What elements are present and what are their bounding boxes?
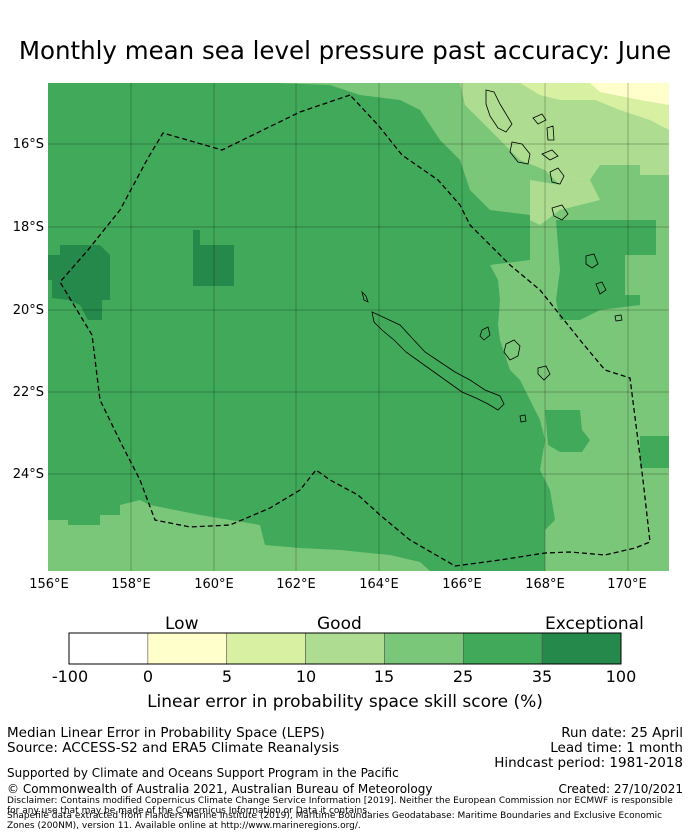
islands	[361, 89, 623, 423]
tick-label: 5	[221, 667, 233, 686]
tick-label: -100	[51, 667, 89, 686]
field-dark-green-center	[193, 230, 234, 286]
island-small-1	[519, 414, 527, 423]
lead-time: Lead time: 1 month	[550, 740, 683, 756]
island-loyalty-2	[503, 339, 521, 361]
colorbar-title: Linear error in probability space skill …	[147, 692, 543, 712]
category-good: Good	[317, 614, 362, 634]
colorbar	[68, 632, 622, 665]
lon-label-170e: 170°E	[607, 577, 647, 592]
island-vanuatu-tanna	[585, 253, 599, 269]
island-loyalty-1	[479, 326, 491, 341]
source-text: Source: ACCESS-S2 and ERA5 Climate Reana…	[7, 740, 340, 756]
island-vanuatu-espiritu	[485, 89, 513, 133]
lat-label-24s: 24°S	[12, 467, 44, 482]
island-vanuatu-4	[541, 149, 559, 161]
field-green-far-east	[640, 436, 669, 468]
skill-field	[48, 83, 669, 571]
lon-label-158e: 158°E	[111, 577, 151, 592]
tick-label: 10	[295, 667, 317, 686]
support-text: Supported by Climate and Oceans Support …	[7, 766, 399, 780]
hindcast-period: Hindcast period: 1981-2018	[494, 755, 683, 771]
field-green-east-patch	[556, 220, 656, 320]
island-belep	[361, 290, 369, 303]
eez-boundary	[59, 94, 651, 567]
field-green-se-patch	[545, 410, 590, 452]
colorbar-swatch	[147, 632, 228, 665]
field-mid-green-south	[48, 500, 430, 571]
page-title: Monthly mean sea level pressure past acc…	[18, 36, 672, 65]
run-date: Run date: 25 April	[561, 725, 683, 741]
colorbar-swatch	[68, 632, 149, 665]
island-vanuatu-malekula	[509, 141, 531, 165]
tick-label: 0	[142, 667, 154, 686]
island-vanuatu-erromango	[551, 204, 569, 221]
lon-label-160e: 160°E	[194, 577, 234, 592]
field-dark-green-west	[48, 245, 110, 320]
island-vanuatu-aneityum	[595, 281, 607, 295]
tick-label: 15	[373, 667, 395, 686]
colorbar-swatch	[226, 632, 306, 665]
category-exceptional: Exceptional	[545, 614, 644, 634]
colorbar-frame	[68, 632, 622, 665]
island-vanuatu-3	[546, 125, 555, 141]
colorbar-swatch	[305, 632, 385, 665]
shapefile-text: Shapefile data extracted from Flanders M…	[7, 811, 663, 831]
field-light-green-east	[530, 180, 600, 225]
method-text: Median Linear Error in Probability Space…	[7, 725, 325, 741]
island-vanuatu-2	[532, 113, 547, 125]
lon-label-166e: 166°E	[442, 577, 482, 592]
copyright-text: © Commonwealth of Australia 2021, Austra…	[7, 782, 433, 796]
lat-label-18s: 18°S	[12, 220, 44, 235]
lon-label-156e: 156°E	[29, 577, 69, 592]
category-low: Low	[165, 614, 199, 634]
tick-label: 25	[452, 667, 474, 686]
island-new-caledonia	[371, 311, 505, 411]
disclaimer-text: Disclaimer: Contains modified Copernicus…	[7, 796, 673, 816]
colorbar-swatch	[384, 632, 464, 665]
colorbar-swatch	[462, 632, 543, 665]
created-date: Created: 27/10/2021	[558, 782, 683, 796]
island-loyalty-3	[537, 365, 551, 381]
lon-label-168e: 168°E	[525, 577, 565, 592]
lat-label-20s: 20°S	[12, 303, 44, 318]
lon-label-162e: 162°E	[276, 577, 316, 592]
tick-label: 35	[531, 667, 553, 686]
lon-label-164e: 164°E	[359, 577, 399, 592]
lat-label-16s: 16°S	[12, 137, 44, 152]
colorbar-swatch	[541, 632, 622, 665]
field-pale-yellow-ne	[590, 83, 669, 105]
lat-label-22s: 22°S	[12, 385, 44, 400]
island-vanuatu-efate	[549, 167, 565, 185]
tick-label: 100	[605, 667, 637, 686]
island-small-2	[614, 314, 623, 322]
